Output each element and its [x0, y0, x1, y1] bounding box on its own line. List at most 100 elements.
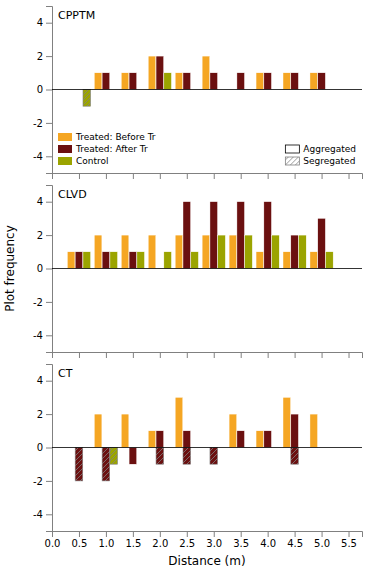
bar [229, 414, 237, 447]
x-tick-mark [295, 531, 296, 537]
x-tick-mark [268, 173, 269, 179]
legend-label: Aggregated [303, 144, 356, 154]
bar [272, 235, 280, 268]
x-tick-mark [79, 352, 80, 358]
y-tick-label: -4 [33, 151, 43, 162]
legend-item: Aggregated [285, 144, 356, 154]
panel: -4-2024CPPTMTreated: Before TrTreated: A… [33, 7, 362, 180]
bar [310, 252, 318, 269]
bar [129, 448, 137, 465]
x-tick-mark [160, 531, 161, 537]
x-tick-mark [133, 173, 134, 179]
legend-swatch [285, 145, 299, 153]
y-tick: 0 [37, 442, 52, 453]
y-tick: -2 [33, 476, 52, 487]
y-tick-label: 2 [37, 230, 43, 241]
y-tick-mark [46, 23, 52, 24]
x-tick: 0.5 [72, 531, 88, 549]
bar-segregated [110, 448, 118, 465]
y-tick-mark [46, 56, 52, 57]
bar [318, 73, 326, 90]
x-axis [53, 352, 363, 358]
y-axis: -4-2024 [33, 186, 52, 353]
bar [148, 56, 156, 89]
y-tick-label: 4 [37, 17, 43, 28]
y-tick: 2 [37, 51, 52, 62]
bar [183, 431, 191, 448]
bar [245, 235, 253, 268]
y-tick: -4 [33, 330, 52, 341]
x-tick [322, 352, 323, 358]
legend-label: Treated: Before Tr [75, 132, 156, 142]
bar [218, 235, 226, 268]
bar [156, 431, 164, 448]
x-axis-line [53, 174, 363, 180]
legend-patterns: AggregatedSegregated [285, 144, 356, 166]
bar [291, 235, 299, 268]
bar [256, 73, 264, 90]
bar [237, 202, 245, 269]
x-tick [295, 352, 296, 358]
panel-title: CPPTM [58, 9, 95, 22]
x-tick-label: 5.5 [341, 538, 357, 549]
bar [326, 252, 334, 269]
x-tick-mark [106, 531, 107, 537]
y-tick-label: 4 [37, 375, 43, 386]
legend-label: Control [76, 156, 109, 166]
y-tick-label: 2 [37, 409, 43, 420]
x-tick: 2.0 [152, 531, 168, 549]
bar [175, 235, 183, 268]
bar [175, 397, 183, 447]
legend-label: Treated: After Tr [75, 144, 148, 154]
y-tick-label: 4 [37, 196, 43, 207]
y-tick: -2 [33, 118, 52, 129]
x-tick [52, 173, 53, 179]
bar [283, 73, 291, 90]
x-tick: 5.5 [341, 531, 357, 549]
x-tick-label: 3.0 [206, 538, 222, 549]
bar-segregated [291, 448, 299, 465]
x-tick-mark [349, 352, 350, 358]
y-tick: 2 [37, 230, 52, 241]
y-tick-mark [46, 90, 52, 91]
x-tick-label: 4.5 [287, 538, 303, 549]
bar [264, 202, 272, 269]
x-tick [322, 173, 323, 179]
bar [183, 202, 191, 269]
bar [264, 73, 272, 90]
y-tick-label: -2 [33, 297, 43, 308]
y-axis: -4-2024 [33, 7, 52, 174]
x-tick-mark [52, 352, 53, 358]
x-tick: 3.0 [206, 531, 222, 549]
plot-area [52, 202, 362, 269]
bar [299, 235, 307, 268]
y-axis: -4-2024 [33, 365, 52, 532]
y-tick-mark [46, 514, 52, 515]
y-tick-mark [46, 481, 52, 482]
bar [256, 431, 264, 448]
x-tick [187, 352, 188, 358]
x-tick [133, 352, 134, 358]
x-tick [268, 352, 269, 358]
y-tick-label: -4 [33, 330, 43, 341]
legend-item: Treated: After Tr [58, 144, 148, 154]
bar [237, 73, 245, 90]
x-tick: 2.5 [179, 531, 195, 549]
x-tick-mark [214, 352, 215, 358]
y-tick: -4 [33, 151, 52, 162]
bar [94, 414, 102, 447]
x-tick-mark [52, 173, 53, 179]
x-tick-mark [160, 173, 161, 179]
y-tick-mark [46, 269, 52, 270]
x-tick [214, 352, 215, 358]
x-tick [106, 352, 107, 358]
x-tick-mark [241, 173, 242, 179]
plot-area [52, 397, 362, 481]
legend-series: Treated: Before Tr Treated: After Tr Contr… [58, 132, 156, 166]
bar-segregated [83, 90, 91, 107]
chart-figure: -4 -2 0 2 4 CPPTM Treated: Before Tr Treated: A… [0, 0, 374, 573]
y-tick-mark [46, 414, 52, 415]
x-tick [160, 352, 161, 358]
x-tick-label: 0.0 [45, 538, 61, 549]
x-tick: 5.0 [314, 531, 330, 549]
